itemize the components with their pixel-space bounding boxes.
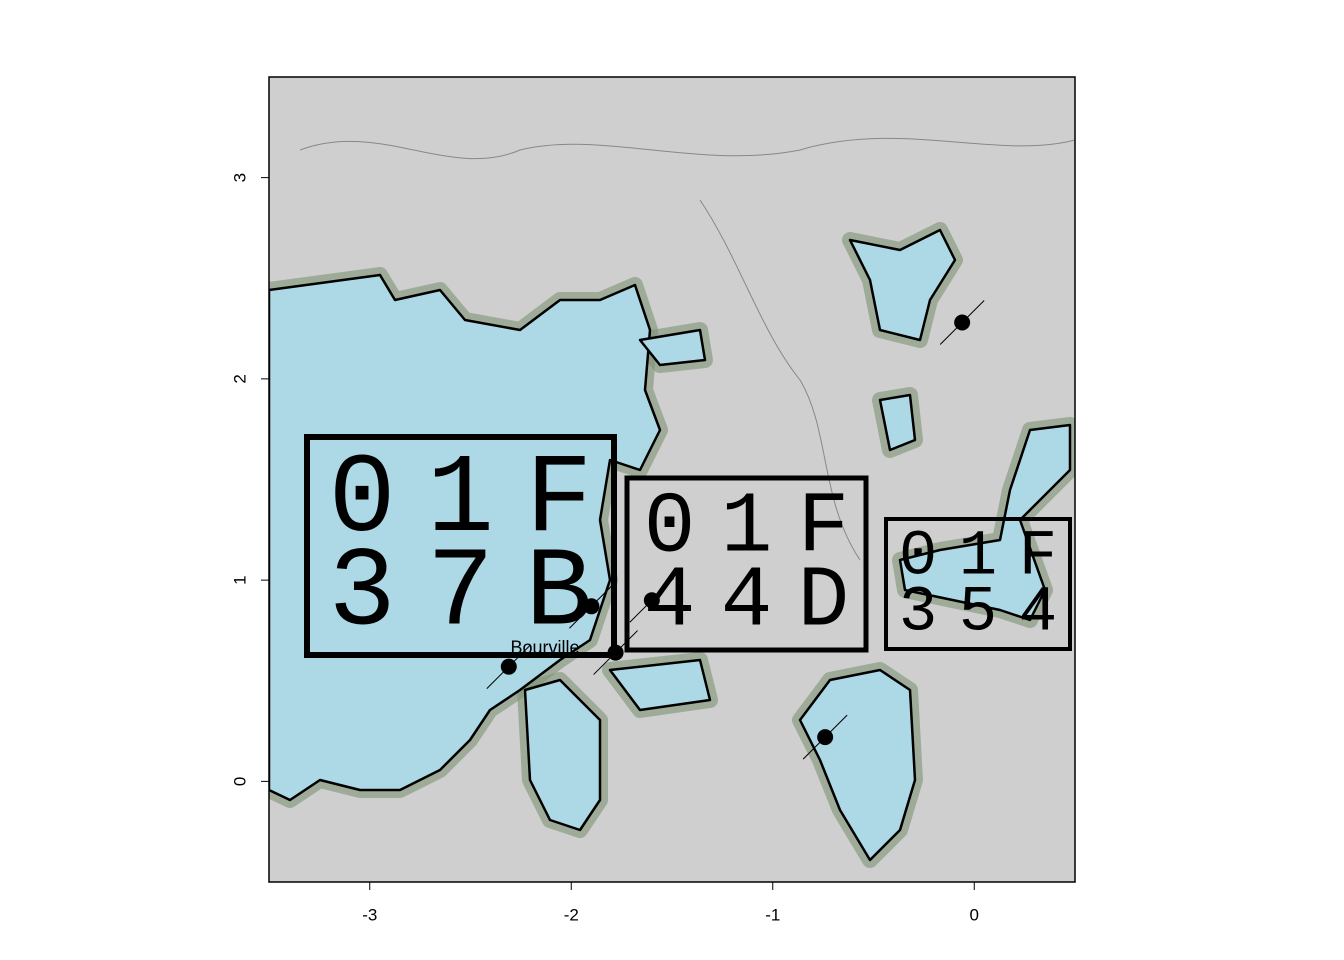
contour xyxy=(699,199,861,561)
y-tick-label: 2 xyxy=(230,374,249,383)
city-point xyxy=(583,598,600,615)
code-line: 01F xyxy=(644,479,850,577)
y-tick-label: 1 xyxy=(230,575,249,584)
code-line: 01F xyxy=(899,522,1057,594)
city-point xyxy=(954,314,971,331)
code-line: 354 xyxy=(899,578,1057,650)
x-tick-label: -2 xyxy=(564,905,579,924)
city-point xyxy=(643,592,660,609)
code-frame xyxy=(304,434,617,658)
city-point xyxy=(500,658,517,675)
x-tick-label: -3 xyxy=(362,905,377,924)
plot-frame xyxy=(268,76,1076,883)
x-tick-label: -1 xyxy=(765,905,780,924)
code-frame xyxy=(624,475,869,653)
code-line: 37B xyxy=(328,531,592,658)
x-tick-label: 0 xyxy=(970,905,979,924)
city-point xyxy=(817,729,834,746)
y-tick-label: 3 xyxy=(230,173,249,182)
code-line: 01F xyxy=(328,437,592,564)
terrain xyxy=(269,77,1075,882)
code-frame xyxy=(884,517,1072,651)
code-line: 44D xyxy=(644,553,850,651)
water xyxy=(269,228,1072,862)
y-tick-label: 0 xyxy=(230,777,249,786)
contour xyxy=(299,137,1075,160)
